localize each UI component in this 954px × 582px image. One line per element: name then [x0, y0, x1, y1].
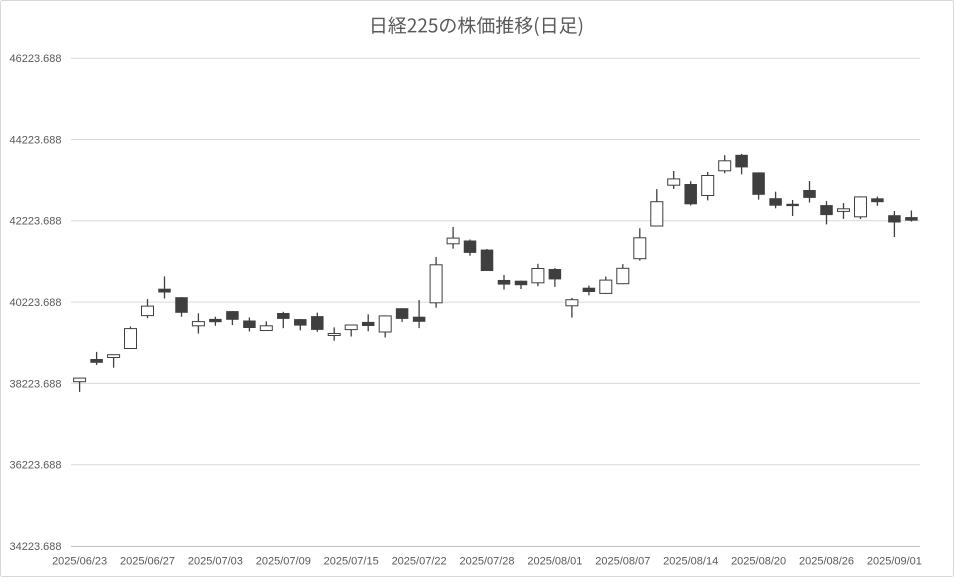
svg-text:2025/07/03: 2025/07/03 — [188, 556, 243, 568]
svg-text:2025/06/27: 2025/06/27 — [120, 556, 175, 568]
svg-text:2025/08/20: 2025/08/20 — [731, 556, 786, 568]
svg-text:42223.688: 42223.688 — [10, 216, 62, 228]
svg-text:44223.688: 44223.688 — [10, 134, 62, 146]
svg-text:2025/07/22: 2025/07/22 — [392, 556, 447, 568]
svg-text:46223.688: 46223.688 — [10, 53, 62, 65]
svg-text:38223.688: 38223.688 — [10, 378, 62, 390]
svg-text:34223.688: 34223.688 — [10, 541, 62, 553]
svg-text:2025/08/14: 2025/08/14 — [663, 556, 718, 568]
svg-text:2025/07/15: 2025/07/15 — [324, 556, 379, 568]
svg-text:40223.688: 40223.688 — [10, 297, 62, 309]
svg-text:2025/06/23: 2025/06/23 — [52, 556, 107, 568]
svg-text:2025/08/07: 2025/08/07 — [595, 556, 650, 568]
svg-text:2025/08/01: 2025/08/01 — [527, 556, 582, 568]
svg-text:2025/07/28: 2025/07/28 — [459, 556, 514, 568]
svg-text:2025/07/09: 2025/07/09 — [256, 556, 311, 568]
svg-text:36223.688: 36223.688 — [10, 460, 62, 472]
svg-text:2025/09/01: 2025/09/01 — [867, 556, 922, 568]
svg-text:2025/08/26: 2025/08/26 — [799, 556, 854, 568]
